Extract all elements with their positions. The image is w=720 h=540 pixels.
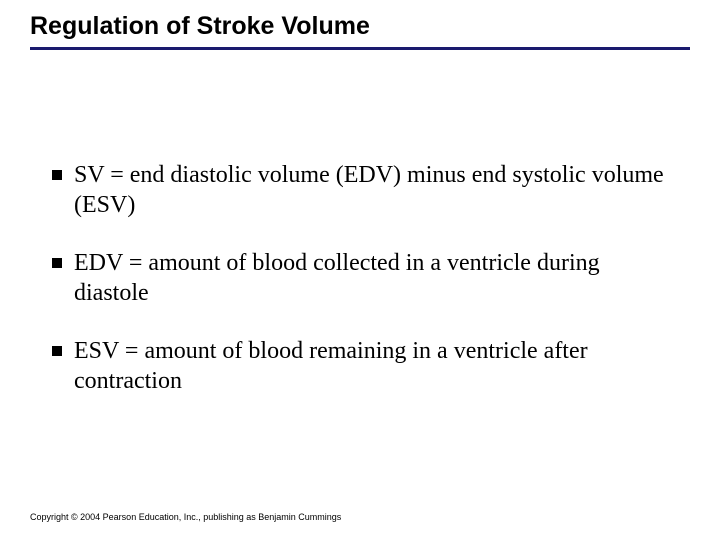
- list-item: ESV = amount of blood remaining in a ven…: [52, 336, 680, 396]
- bullet-text: EDV = amount of blood collected in a ven…: [74, 248, 680, 308]
- square-bullet-icon: [52, 170, 62, 180]
- bullet-text: SV = end diastolic volume (EDV) minus en…: [74, 160, 680, 220]
- slide-title: Regulation of Stroke Volume: [30, 12, 690, 47]
- list-item: EDV = amount of blood collected in a ven…: [52, 248, 680, 308]
- square-bullet-icon: [52, 346, 62, 356]
- copyright-text: Copyright © 2004 Pearson Education, Inc.…: [30, 512, 341, 522]
- square-bullet-icon: [52, 258, 62, 268]
- list-item: SV = end diastolic volume (EDV) minus en…: [52, 160, 680, 220]
- slide-content: SV = end diastolic volume (EDV) minus en…: [30, 50, 690, 396]
- slide-container: Regulation of Stroke Volume SV = end dia…: [0, 0, 720, 540]
- bullet-text: ESV = amount of blood remaining in a ven…: [74, 336, 680, 396]
